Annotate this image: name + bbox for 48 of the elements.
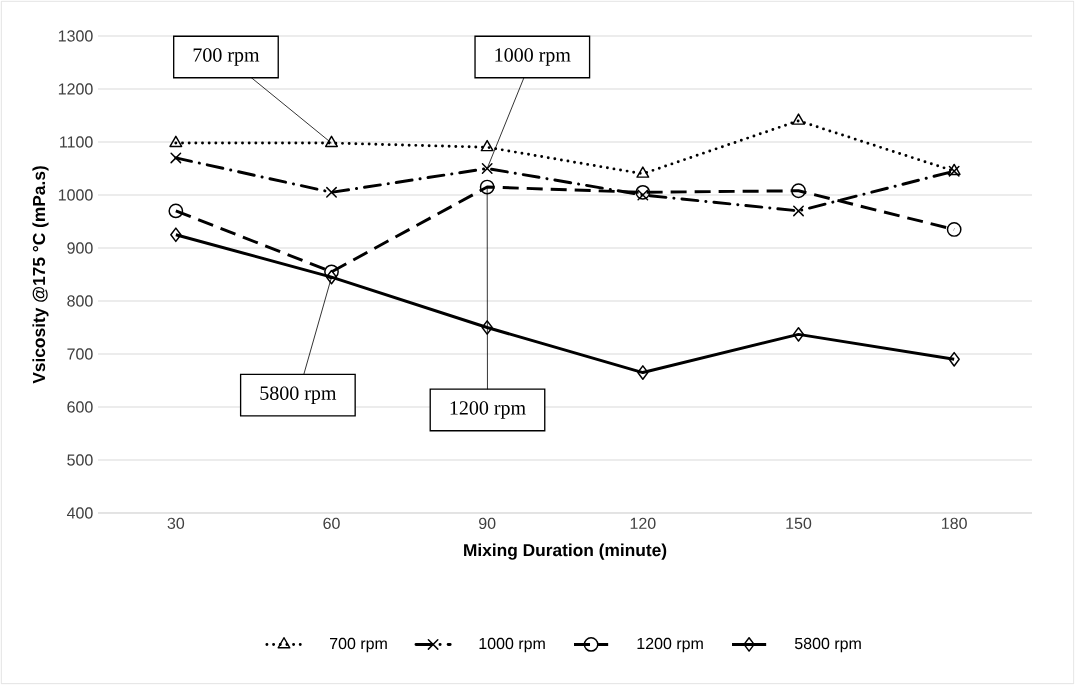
point: [170, 227, 182, 243]
point: [480, 139, 494, 152]
point: [481, 320, 493, 335]
x-tick-label: 120: [630, 517, 656, 530]
y-tick-label: 500: [67, 454, 93, 466]
y-tick-label: 1200: [58, 83, 93, 95]
point: [170, 152, 182, 164]
point: [325, 269, 338, 285]
y-tick-label: 900: [67, 242, 93, 254]
point: [324, 135, 339, 148]
point: [946, 222, 962, 237]
x-tick-label: 180: [942, 517, 967, 530]
point: [635, 184, 651, 200]
point: [168, 203, 184, 219]
y-tick-label: 1000: [58, 189, 93, 201]
x-axis-title: Mixing Duration (minute): [464, 543, 667, 560]
point: [793, 205, 804, 217]
y-tick-label: 1100: [60, 136, 93, 148]
point: [481, 163, 493, 174]
y-tick-label: 1300: [58, 30, 93, 42]
y-tick-label: 700: [67, 348, 93, 360]
point: [948, 351, 960, 367]
annotation: 1200 rpm: [450, 401, 526, 419]
point: [479, 179, 495, 195]
legend-label: 1200 rpm: [637, 637, 703, 653]
x-tick-label: 90: [479, 517, 496, 530]
legend-label: 1000 rpm: [479, 637, 545, 653]
point: [169, 135, 183, 148]
point: [791, 183, 806, 199]
point: [637, 189, 649, 201]
point: [791, 113, 806, 125]
x-tick-label: 60: [323, 517, 340, 530]
point: [637, 365, 649, 380]
y-tick-label: 800: [67, 295, 93, 307]
y-tick-label: 400: [66, 507, 93, 519]
legend-label: 5800 rpm: [794, 637, 861, 653]
legend-label: 700 rpm: [330, 637, 387, 653]
x-tick-label: 150: [786, 517, 812, 530]
point: [792, 326, 805, 342]
x-tick-label: 30: [167, 517, 185, 530]
annotation: 700 rpm: [193, 48, 260, 66]
y-axis-title: Vsicosity @175 °C (mPa.s): [32, 166, 49, 384]
y-tick-label: 600: [67, 401, 93, 413]
point: [324, 264, 339, 280]
annotation: 1000 rpm: [495, 48, 571, 66]
annotation: 5800 rpm: [260, 386, 337, 404]
point: [326, 186, 337, 198]
point: [636, 166, 650, 178]
